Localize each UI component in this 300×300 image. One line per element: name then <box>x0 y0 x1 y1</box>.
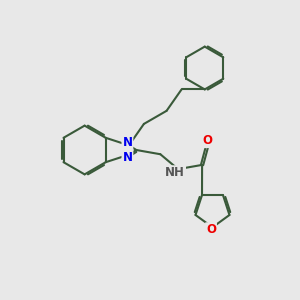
Text: O: O <box>206 223 216 236</box>
Text: N: N <box>122 136 132 149</box>
Text: O: O <box>202 134 213 147</box>
Text: NH: NH <box>165 166 185 179</box>
Text: N: N <box>122 151 132 164</box>
